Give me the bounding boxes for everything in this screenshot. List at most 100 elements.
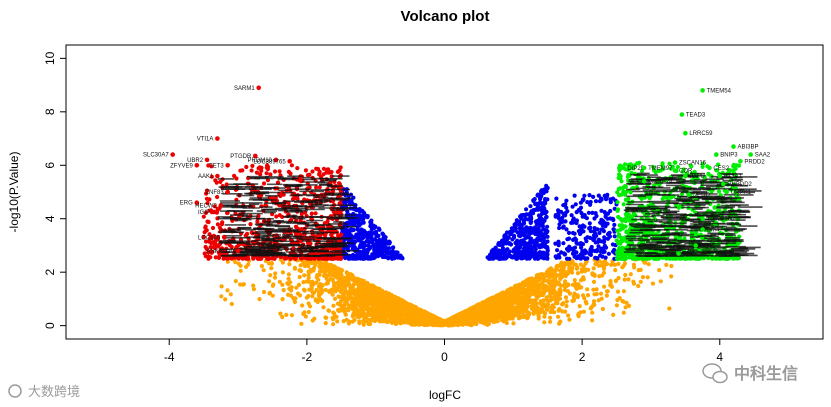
data-point <box>377 240 383 245</box>
data-point <box>524 207 529 212</box>
data-point <box>553 300 559 306</box>
data-point <box>386 319 391 324</box>
data-point <box>338 272 343 277</box>
data-point <box>553 214 558 219</box>
data-point <box>545 224 550 229</box>
data-point <box>298 268 304 274</box>
data-point <box>504 320 509 326</box>
data-point <box>380 253 385 258</box>
data-point <box>251 283 256 288</box>
data-point <box>590 318 595 323</box>
data-point <box>588 252 594 257</box>
data-point <box>575 265 580 270</box>
data-point <box>596 193 601 198</box>
data-point <box>545 197 550 202</box>
data-point <box>554 255 559 260</box>
data-point <box>623 272 628 278</box>
data-point <box>513 309 518 315</box>
data-point <box>591 194 596 199</box>
data-point <box>636 283 641 289</box>
data-point <box>356 312 361 317</box>
data-point <box>484 314 489 320</box>
data-point <box>267 291 272 296</box>
data-point <box>316 293 321 298</box>
data-point <box>246 262 251 267</box>
data-point <box>298 263 303 268</box>
data-point <box>310 260 315 265</box>
data-point <box>403 317 408 322</box>
data-point <box>602 193 607 198</box>
data-point <box>541 211 546 216</box>
data-point <box>452 319 457 324</box>
data-point <box>496 242 502 247</box>
data-point <box>564 303 569 309</box>
data-point <box>317 269 322 274</box>
data-point <box>387 305 393 310</box>
data-point <box>360 252 365 257</box>
data-point <box>330 288 335 293</box>
data-point <box>594 287 599 292</box>
nonsignificant-points <box>219 256 674 328</box>
data-point <box>553 274 558 279</box>
data-point <box>557 287 563 292</box>
data-point <box>600 227 605 232</box>
data-point <box>315 273 320 278</box>
data-point <box>327 308 332 313</box>
data-point <box>669 263 674 269</box>
data-point <box>563 279 568 284</box>
data-point <box>540 309 546 314</box>
data-point <box>522 240 527 245</box>
data-point <box>538 218 543 223</box>
data-point <box>592 229 597 234</box>
data-point <box>493 249 498 254</box>
data-point <box>259 264 264 269</box>
data-point <box>371 300 376 305</box>
data-point <box>609 284 615 289</box>
data-point <box>620 299 625 304</box>
data-point <box>599 196 604 201</box>
data-point <box>588 306 593 311</box>
data-point <box>535 203 541 209</box>
data-point <box>376 233 381 238</box>
data-point <box>535 192 541 197</box>
small-fc-points <box>339 183 619 261</box>
data-point <box>355 276 360 281</box>
data-point <box>484 302 489 307</box>
data-point <box>309 282 314 288</box>
data-point <box>355 224 360 229</box>
data-point <box>360 297 365 302</box>
data-point <box>511 321 516 326</box>
data-point <box>219 294 224 299</box>
data-point <box>225 288 230 293</box>
data-point <box>546 280 552 285</box>
data-point <box>638 279 643 284</box>
data-point <box>296 282 302 287</box>
data-point <box>457 313 463 318</box>
data-point <box>581 277 586 282</box>
data-point <box>539 190 544 195</box>
data-point <box>604 289 610 294</box>
data-point <box>267 279 272 284</box>
data-point <box>379 308 384 313</box>
data-point <box>580 242 586 247</box>
data-point <box>559 274 565 280</box>
data-point <box>352 278 357 283</box>
data-point <box>558 319 563 324</box>
data-point <box>611 312 616 317</box>
data-point <box>645 275 650 280</box>
data-point <box>531 310 536 315</box>
data-point <box>605 211 611 216</box>
chart-title: Volcano plot <box>401 8 490 25</box>
data-point <box>310 294 315 299</box>
data-point <box>486 321 491 326</box>
data-point <box>289 313 294 318</box>
data-point <box>378 289 383 294</box>
data-point <box>511 233 517 238</box>
data-point <box>349 222 354 227</box>
data-point <box>561 269 567 274</box>
data-point <box>524 248 529 253</box>
data-point <box>225 259 230 264</box>
data-point <box>300 303 305 308</box>
data-point <box>477 303 483 308</box>
data-point <box>613 268 618 273</box>
